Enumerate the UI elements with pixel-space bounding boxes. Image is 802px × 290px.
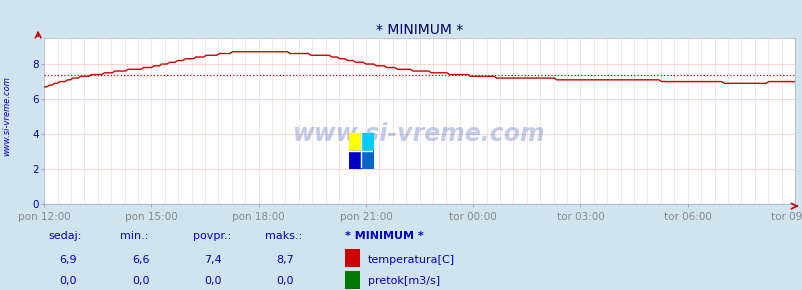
Text: povpr.:: povpr.:: [192, 231, 231, 241]
Text: 8,7: 8,7: [276, 255, 294, 264]
Text: * MINIMUM *: * MINIMUM *: [345, 231, 423, 241]
Text: 7,4: 7,4: [204, 255, 221, 264]
Text: 6,9: 6,9: [59, 255, 77, 264]
Text: 0,0: 0,0: [59, 276, 77, 286]
Text: www.si-vreme.com: www.si-vreme.com: [2, 76, 11, 156]
Text: www.si-vreme.com: www.si-vreme.com: [293, 122, 545, 146]
Text: 0,0: 0,0: [276, 276, 294, 286]
Text: sedaj:: sedaj:: [48, 231, 82, 241]
Text: 0,0: 0,0: [132, 276, 149, 286]
Text: maks.:: maks.:: [265, 231, 302, 241]
Text: temperatura[C]: temperatura[C]: [367, 255, 454, 264]
Text: 0,0: 0,0: [204, 276, 221, 286]
Text: pretok[m3/s]: pretok[m3/s]: [367, 276, 439, 286]
Title: * MINIMUM *: * MINIMUM *: [375, 23, 463, 37]
Text: 6,6: 6,6: [132, 255, 149, 264]
Text: min.:: min.:: [120, 231, 148, 241]
